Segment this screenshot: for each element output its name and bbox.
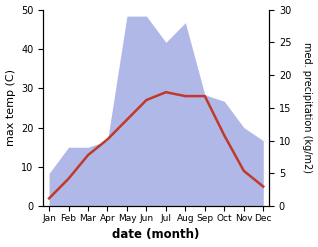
Y-axis label: max temp (C): max temp (C) bbox=[5, 69, 16, 146]
Y-axis label: med. precipitation (kg/m2): med. precipitation (kg/m2) bbox=[302, 42, 313, 173]
X-axis label: date (month): date (month) bbox=[113, 228, 200, 242]
